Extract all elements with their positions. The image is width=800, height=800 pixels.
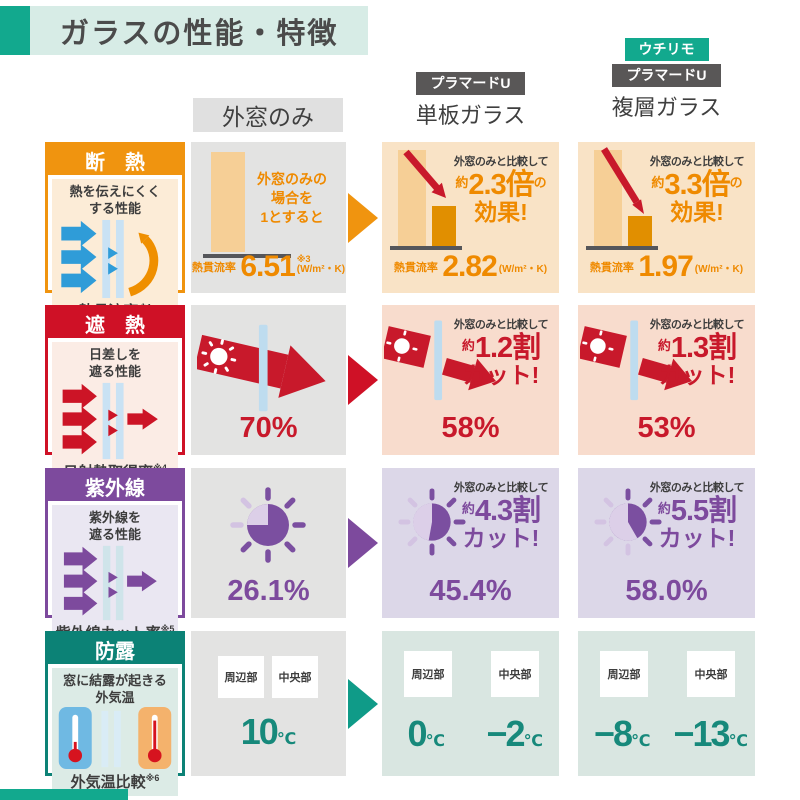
insulation-description: 熱を伝えにくく する性能 [69, 184, 161, 216]
chip-perimeter: 周辺部 [600, 651, 648, 697]
condensation-label-box: 防露 窓に結露が起きる 外気温 [45, 631, 185, 796]
condensation-base-temp: 10℃ [240, 711, 297, 752]
column-label-double-glass: 複層ガラス [611, 94, 722, 120]
chip-perimeter: 周辺部 [218, 656, 264, 698]
base-uvalue: 熱貫流率 6.51 ※3 (W/m²・K) [191, 250, 346, 283]
base-bar [211, 152, 245, 252]
uv-base-value: 26.1% [227, 575, 310, 607]
insulation-double-cell: 外窓のみと比較して 約3.3倍の 効果! 熱貫流率 1.97 (W/m²・K) [578, 142, 755, 293]
condensation-single-cell: 周辺部 中央部 0℃ −2℃ [382, 631, 559, 776]
chart-baseline [586, 246, 658, 250]
condensation-double-cell: 周辺部 中央部 −8℃ −13℃ [578, 631, 755, 776]
flow-arrow-shade [348, 355, 378, 405]
sun-arrow-cut-icon [384, 320, 497, 401]
uv-label-box: 紫外線 紫外線を 遮る性能 [45, 468, 185, 647]
shade-single-value: 58% [441, 412, 500, 444]
chart-bar-dark [432, 206, 456, 246]
sun-arrow-icon [197, 324, 326, 412]
shade-double-value: 53% [637, 412, 696, 444]
column-label-single-glass: 単板ガラス [415, 102, 526, 128]
uv-double-value: 58.0% [625, 575, 708, 607]
base-baseline [203, 254, 291, 258]
chip-center: 中央部 [272, 656, 318, 698]
uv-sun-pie-icon [230, 487, 306, 563]
flow-arrow-condensation [348, 678, 378, 729]
shade-description: 日差しを 遮る性能 [88, 347, 141, 379]
shade-base-cell: 70% [191, 305, 346, 455]
uv-single-text: 外窓のみと比較して 約4.3割 カット! [453, 482, 549, 551]
decline-arrow-icon [601, 147, 644, 214]
shade-base-value: 70% [239, 412, 298, 444]
shade-label-body: 日差しを 遮る性能 日射熱取得率※4 [52, 342, 178, 486]
uv-arrows-icon [61, 544, 169, 622]
condensation-label-body: 窓に結露が起きる 外気温 [52, 668, 178, 796]
insulation-base-cell: 外窓のみの 場合を 1とすると 熱貫流率 6.51 ※3 (W/m²・K) [191, 142, 346, 293]
next-section-strip [0, 789, 128, 800]
chart-baseline [390, 246, 462, 250]
chip-center: 中央部 [687, 651, 735, 697]
thermometers-icon [58, 706, 172, 771]
insulation-icon [61, 218, 169, 300]
column-header-base: 外窓のみ [193, 98, 343, 132]
chart-bar-dark [628, 216, 652, 246]
single-uvalue: 熱貫流率 2.82 (W/m²・K) [393, 250, 548, 283]
condensation-double-temp-left: −8℃ [594, 713, 651, 754]
row-shade: 遮 熱 日差しを 遮る性能 [0, 305, 800, 486]
brand-badge-plamard-2: プラマードU [612, 63, 721, 87]
flow-arrow-uv [348, 518, 378, 568]
uv-description: 紫外線を 遮る性能 [88, 510, 141, 542]
condensation-double-temp-right: −13℃ [673, 713, 748, 754]
insulation-row-title: 断 熱 [48, 145, 182, 175]
decline-arrow-icon [403, 149, 446, 198]
double-uvalue: 熱貫流率 1.97 (W/m²・K) [589, 250, 744, 283]
uv-sun-pie-icon [594, 488, 662, 556]
condensation-single-temp-right: −2℃ [486, 713, 543, 754]
uv-single-cell: 外窓のみと比較して 約4.3割 カット! 45.4% [382, 468, 559, 618]
insulation-single-text: 外窓のみと比較して 約2.3倍の 効果! [453, 156, 549, 225]
title-accent-square [0, 6, 30, 55]
shade-double-cell: 外窓のみと比較して 約1.3割 カット! 53% [578, 305, 755, 455]
title-background: ガラスの性能・特徴 [30, 6, 369, 55]
uv-row-title: 紫外線 [48, 471, 182, 501]
insulation-label-body: 熱を伝えにくく する性能 [52, 179, 178, 326]
shade-label-box: 遮 熱 日差しを 遮る性能 [45, 305, 185, 486]
sun-arrow-cut-icon [580, 320, 693, 401]
brand-badge-plamard: プラマードU [416, 72, 525, 95]
row-insulation: 断 熱 熱を伝えにくく する性能 [0, 142, 800, 326]
uv-label-body: 紫外線を 遮る性能 紫外線カット率※ [52, 505, 178, 647]
flow-arrow-insulation [348, 192, 378, 243]
shade-single-text: 外窓のみと比較して 約1.2割 カット! [453, 319, 549, 388]
chip-center: 中央部 [491, 651, 539, 697]
shade-single-cell: 外窓のみと比較して 約1.2割 カット! 58% [382, 305, 559, 455]
shade-icon [61, 381, 169, 461]
shade-double-text: 外窓のみと比較して 約1.3割 カット! [649, 319, 745, 388]
condensation-single-temp-left: 0℃ [407, 713, 445, 754]
row-condensation: 防露 窓に結露が起きる 外気温 [0, 631, 800, 796]
row-uv: 紫外線 紫外線を 遮る性能 [0, 468, 800, 647]
condensation-base-cell: 周辺部 中央部 10℃ [191, 631, 346, 776]
uv-base-cell: 26.1% [191, 468, 346, 618]
insulation-label-box: 断 熱 熱を伝えにくく する性能 [45, 142, 185, 326]
base-caption: 外窓のみの 場合を 1とすると [257, 171, 327, 225]
condensation-row-title: 防露 [48, 634, 182, 664]
column-header-single: プラマードU 単板ガラス [382, 72, 559, 130]
insulation-single-cell: 外窓のみと比較して 約2.3倍の 効果! 熱貫流率 2.82 (W/m²・K) [382, 142, 559, 293]
page-title: ガラスの性能・特徴 [60, 17, 339, 50]
brand-badge-uchirimo: ウチリモ [624, 38, 709, 61]
page-title-bar: ガラスの性能・特徴 [0, 6, 369, 55]
uv-double-text: 外窓のみと比較して 約5.5割 カット! [649, 482, 745, 551]
uv-single-value: 45.4% [429, 575, 512, 607]
shade-row-title: 遮 熱 [48, 308, 182, 338]
column-header-double: ウチリモ プラマードU 複層ガラス [578, 38, 755, 122]
insulation-double-text: 外窓のみと比較して 約3.3倍の 効果! [649, 156, 745, 225]
uv-sun-pie-icon [398, 488, 466, 556]
uv-double-cell: 外窓のみと比較して 約5.5割 カット! 58.0% [578, 468, 755, 618]
condensation-metric: 外気温比較※6 [70, 772, 160, 791]
condensation-description: 窓に結露が起きる 外気温 [63, 673, 167, 705]
chip-perimeter: 周辺部 [404, 651, 452, 697]
